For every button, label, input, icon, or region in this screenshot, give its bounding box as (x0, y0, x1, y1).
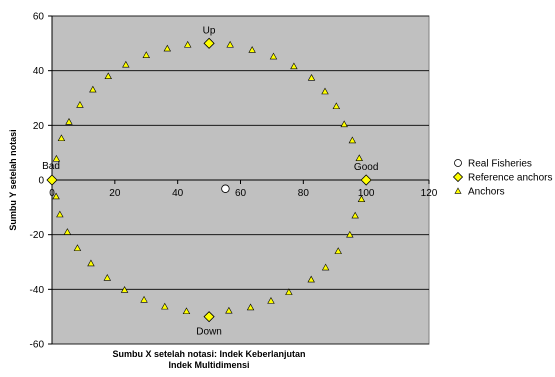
x-tick-label: 80 (298, 188, 310, 199)
anchors-point (56, 210, 64, 218)
annotation-down: Down (196, 327, 222, 338)
x-tick-label: 20 (109, 188, 121, 199)
real-fisheries-point (221, 184, 230, 193)
anchors-point (89, 85, 97, 93)
anchors-point (267, 296, 275, 304)
anchors-point (348, 136, 357, 144)
y-tick-label: 40 (33, 66, 45, 77)
y-tick-label: -40 (30, 285, 45, 296)
legend-marker-reference-anchors (452, 171, 464, 183)
anchors-point (290, 62, 298, 70)
anchors-point (285, 288, 293, 295)
anchors-point (269, 52, 278, 60)
anchors-point (346, 230, 354, 238)
x-axis-title: Indek Multidimensi (168, 360, 249, 370)
anchors-point (357, 195, 366, 202)
anchors-point (57, 134, 66, 142)
anchors-point (184, 40, 192, 48)
y-tick-label: 0 (38, 176, 44, 187)
anchors-point (332, 102, 341, 110)
anchors-point (321, 87, 329, 95)
annotation-up: Up (203, 25, 216, 36)
x-axis-title: Sumbu X setelah notasi: Indek Keberlanju… (112, 349, 305, 359)
reference-anchors-point (46, 174, 58, 186)
anchors-point (182, 307, 191, 315)
anchors-point (225, 306, 233, 314)
x-tick-label: 100 (358, 188, 375, 199)
anchors-point (161, 302, 169, 310)
anchors-point (52, 154, 61, 162)
anchors-point (307, 275, 315, 283)
anchors-point (334, 247, 342, 254)
anchors-point (321, 263, 330, 271)
y-tick-label: -60 (30, 340, 45, 351)
axis-titles: Sumbu X setelah notasi: Indek Keberlanju… (8, 129, 306, 370)
legend-marker-real-fisheries (454, 159, 462, 167)
annotation-bad: Bad (42, 161, 60, 172)
anchors-point (52, 192, 60, 200)
anchors-point (87, 259, 95, 267)
anchors-point (122, 60, 130, 68)
x-tick-label: 0 (49, 188, 55, 199)
y-tick-label: -20 (30, 230, 45, 241)
x-tick-label: 120 (421, 188, 438, 199)
anchors-point (65, 117, 73, 125)
annotation-good: Good (354, 162, 378, 173)
anchors-point (355, 154, 363, 161)
y-tick-label: 60 (33, 12, 45, 23)
anchors-point (140, 295, 148, 303)
data-points (46, 37, 372, 323)
legend-label-real-fisheries: Real Fisheries (468, 159, 532, 170)
anchors-point (226, 40, 234, 48)
legend-label-reference-anchors: Reference anchors (468, 173, 553, 184)
y-tick-label: 20 (33, 121, 45, 132)
anchors-point (103, 274, 112, 281)
anchors-point (307, 73, 316, 81)
anchors-point (248, 46, 256, 53)
anchors-point (120, 286, 129, 293)
anchors-point (73, 244, 82, 251)
legend-marker-anchors (454, 187, 462, 194)
legend-label-anchors: Anchors (468, 187, 505, 198)
anchors-point (163, 44, 172, 52)
reference-anchors-point (203, 311, 215, 323)
tick-labels: 0 20 40 60 80 100 120 -60 -40 -20 0 20 40 60 (30, 12, 438, 351)
anchors-point (63, 228, 72, 235)
anchors-point (76, 101, 84, 108)
reference-anchors-point (360, 174, 372, 186)
gridlines (52, 15, 429, 345)
x-tick-label: 60 (235, 188, 247, 199)
legend: Real Fisheries Reference anchors Anchors (452, 159, 553, 198)
y-axis-title: Sumbu Y setelah notasi (8, 129, 18, 230)
point-annotations: Up Bad Good Down (42, 25, 378, 337)
anchors-point (104, 72, 112, 79)
anchors-point (340, 120, 348, 128)
anchors-point (351, 211, 359, 219)
reference-anchors-point (203, 37, 215, 49)
x-tick-label: 40 (172, 188, 184, 199)
anchors-point (142, 51, 150, 58)
anchors-point (246, 303, 255, 311)
